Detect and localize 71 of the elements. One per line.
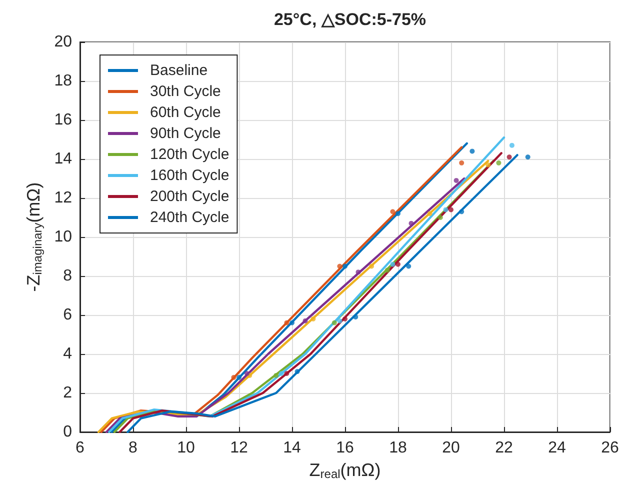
x-tick-label: 20	[442, 440, 460, 456]
point	[406, 264, 412, 269]
point	[396, 211, 400, 216]
point	[448, 207, 454, 212]
x-tick-label: 22	[495, 440, 513, 456]
point	[337, 318, 342, 324]
point	[356, 270, 361, 275]
point	[384, 268, 390, 273]
point	[396, 262, 400, 267]
y-axis-title: -Zimaginary(mΩ)	[23, 182, 44, 292]
y-tick-label: 6	[63, 306, 72, 324]
point	[525, 154, 530, 160]
point	[342, 264, 348, 269]
legend-label: 30th Cycle	[150, 83, 221, 100]
point	[284, 320, 290, 326]
point	[509, 142, 514, 148]
point	[302, 318, 308, 324]
point	[486, 162, 491, 168]
y-tick-label: 10	[54, 228, 72, 246]
point	[310, 316, 316, 322]
legend-label: 160th Cycle	[150, 167, 230, 184]
point	[470, 148, 475, 154]
point	[290, 320, 294, 326]
point	[231, 374, 236, 380]
point	[369, 264, 374, 269]
point	[337, 264, 342, 269]
point	[294, 369, 300, 374]
x-tick-label: 10	[177, 440, 195, 456]
point	[443, 207, 448, 212]
legend-label: 60th Cycle	[150, 104, 221, 121]
x-tick-label: 12	[230, 440, 248, 456]
x-tick-label: 6	[76, 440, 85, 456]
point	[244, 371, 250, 376]
chart-title: 25°C, △SOC:5-75%	[274, 10, 426, 29]
x-tick-label: 26	[601, 440, 619, 456]
x-tick-label: 24	[548, 440, 566, 456]
x-tick-label: 14	[283, 440, 301, 456]
point	[506, 154, 512, 160]
y-tick-label: 14	[54, 150, 72, 168]
point	[284, 371, 290, 376]
y-tick-label: 20	[54, 34, 72, 50]
x-tick-label: 18	[389, 440, 407, 456]
point	[427, 211, 432, 216]
point	[274, 372, 279, 378]
y-tick-label: 8	[63, 268, 72, 284]
point	[332, 320, 337, 326]
point	[390, 262, 396, 267]
y-tick-label: 0	[63, 424, 72, 440]
legend-label: 120th Cycle	[150, 146, 230, 163]
point	[459, 160, 464, 166]
y-tick-label: 4	[63, 346, 72, 362]
point	[408, 220, 414, 226]
point	[390, 209, 396, 214]
point	[236, 374, 242, 380]
point	[278, 371, 284, 376]
legend-label: 200th Cycle	[150, 188, 230, 205]
point	[342, 316, 348, 322]
x-tick-label: 16	[336, 440, 354, 456]
legend-label: Baseline	[150, 62, 208, 79]
y-tick-label: 12	[54, 190, 72, 206]
point	[496, 160, 502, 166]
point	[459, 209, 464, 214]
point	[454, 178, 459, 183]
point	[438, 215, 443, 220]
y-tick-label: 18	[54, 72, 72, 90]
y-tick-label: 2	[63, 384, 72, 402]
x-tick-label: 8	[128, 440, 138, 456]
legend-label: 90th Cycle	[150, 125, 221, 142]
y-tick-label: 16	[54, 112, 72, 128]
point	[353, 314, 358, 320]
legend-label: 240th Cycle	[150, 209, 230, 226]
